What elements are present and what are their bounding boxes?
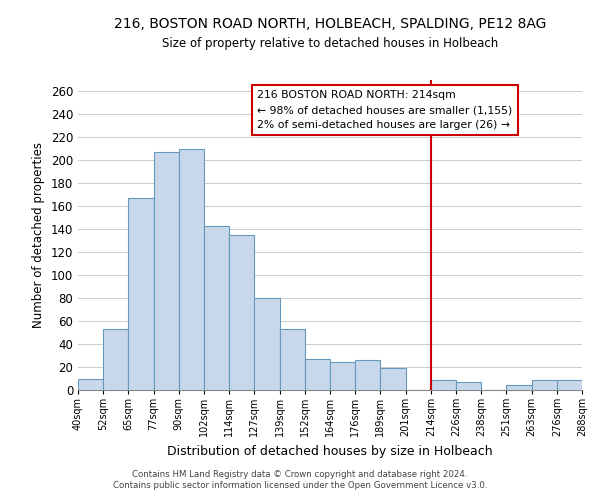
Text: Contains public sector information licensed under the Open Government Licence v3: Contains public sector information licen… [113,481,487,490]
Bar [204,226,229,390]
Bar [355,360,380,390]
Bar [103,329,128,390]
Bar [254,298,280,390]
Bar [280,329,305,390]
Bar [305,359,330,390]
Y-axis label: Number of detached properties: Number of detached properties [32,142,45,328]
Bar [154,152,179,390]
Bar [456,382,481,390]
Text: 216, BOSTON ROAD NORTH, HOLBEACH, SPALDING, PE12 8AG: 216, BOSTON ROAD NORTH, HOLBEACH, SPALDI… [114,18,546,32]
Bar [532,380,557,390]
X-axis label: Distribution of detached houses by size in Holbeach: Distribution of detached houses by size … [167,444,493,458]
Bar [179,149,204,390]
Bar [506,386,532,390]
Bar [557,380,582,390]
Text: 216 BOSTON ROAD NORTH: 214sqm
← 98% of detached houses are smaller (1,155)
2% of: 216 BOSTON ROAD NORTH: 214sqm ← 98% of d… [257,90,512,130]
Bar [330,362,355,390]
Bar [78,378,103,390]
Bar [128,198,154,390]
Bar [229,235,254,390]
Bar [431,380,456,390]
Text: Contains HM Land Registry data © Crown copyright and database right 2024.: Contains HM Land Registry data © Crown c… [132,470,468,479]
Text: Size of property relative to detached houses in Holbeach: Size of property relative to detached ho… [162,38,498,51]
Bar [380,368,406,390]
